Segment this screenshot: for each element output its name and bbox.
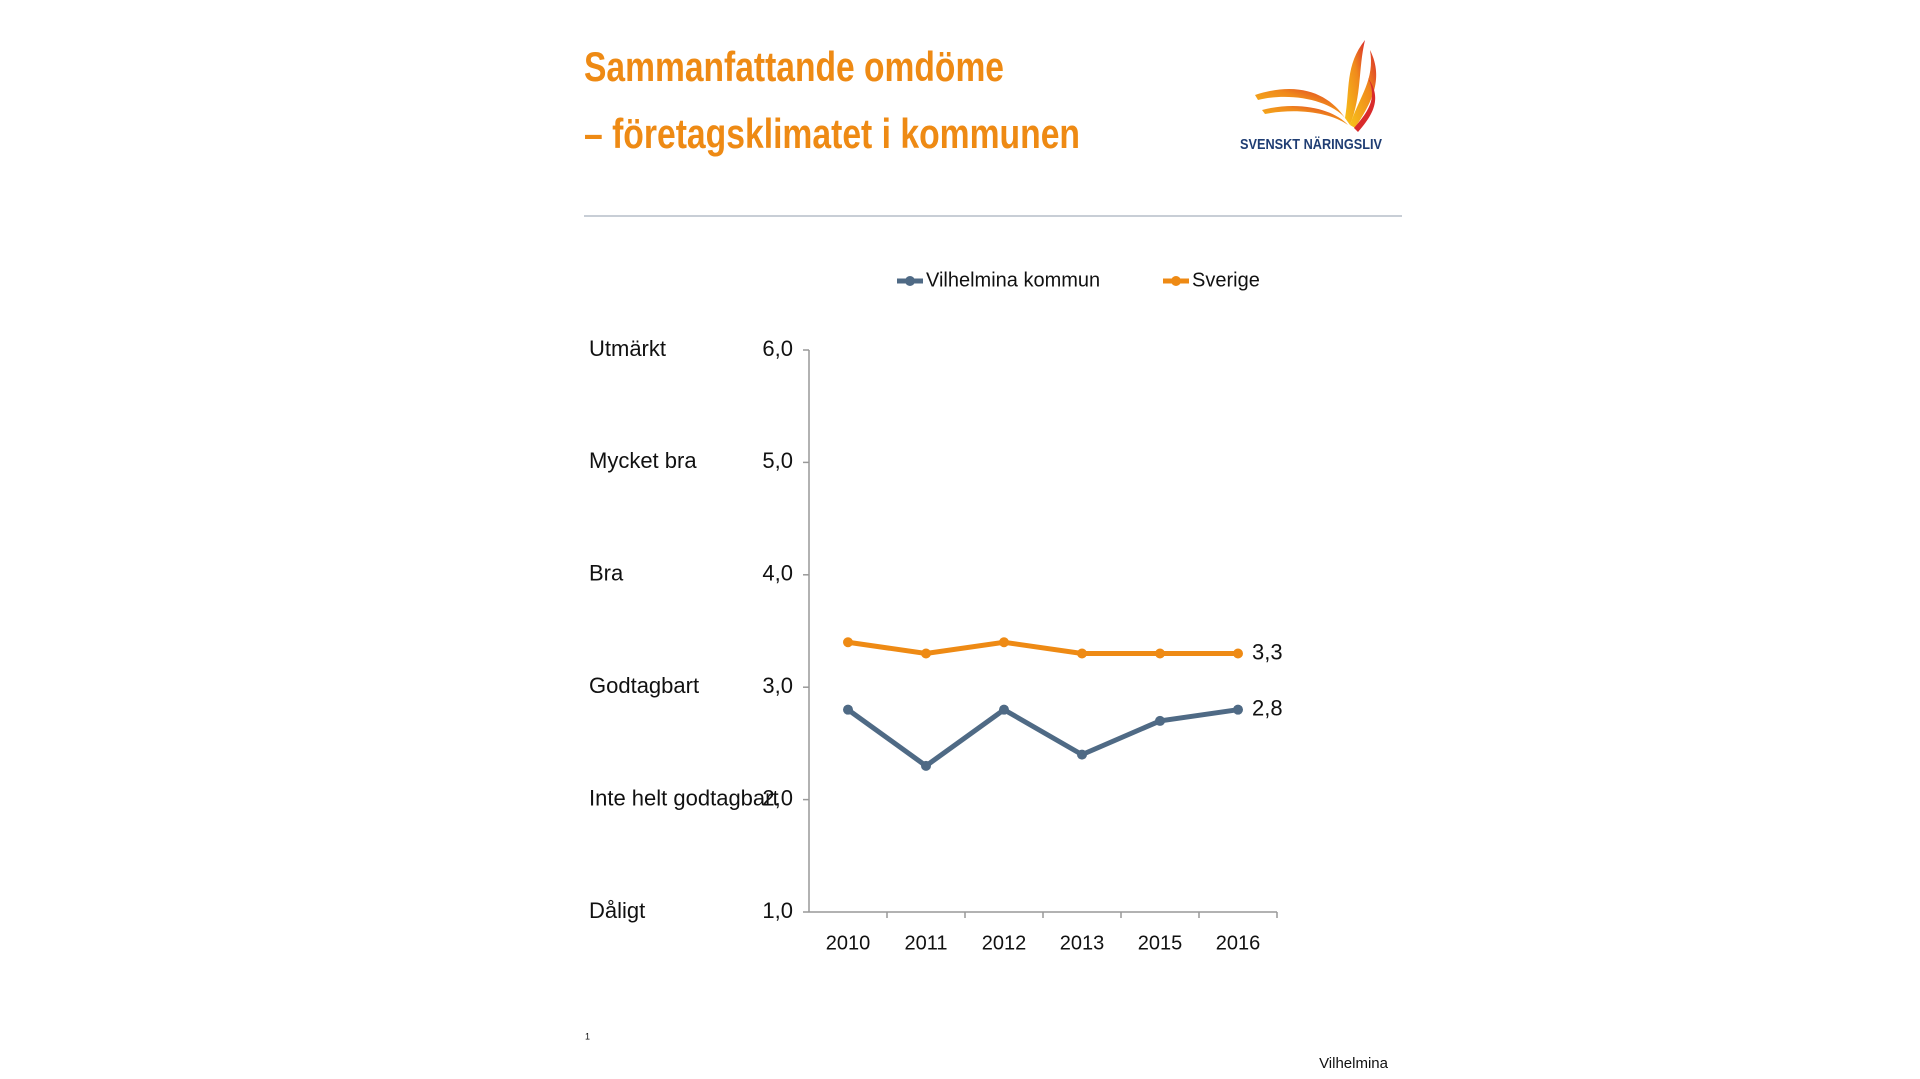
x-tick-label: 2016 bbox=[1216, 932, 1261, 954]
y-tick-label: 1,0 bbox=[762, 898, 793, 923]
y-tick-label: 3,0 bbox=[762, 673, 793, 698]
legend-label: Sverige bbox=[1192, 269, 1260, 291]
x-tick-label: 2012 bbox=[982, 932, 1027, 954]
logo-text: SVENSKT NÄRINGSLIV bbox=[1240, 136, 1382, 153]
point bbox=[1155, 715, 1165, 726]
y-tick-label: 6,0 bbox=[762, 336, 793, 361]
x-tick-label: 2013 bbox=[1060, 932, 1105, 954]
point bbox=[921, 760, 931, 771]
point bbox=[999, 637, 1009, 648]
series-line bbox=[847, 639, 1238, 657]
y-tick-label: 5,0 bbox=[762, 448, 793, 473]
footer: Vilhelmina bbox=[1319, 1055, 1389, 1072]
rating-label: Mycket bra bbox=[589, 448, 697, 473]
x-tick-label: 2011 bbox=[904, 932, 947, 954]
title-line: Sammanfattande omdöme bbox=[584, 43, 1004, 90]
rating-label: Bra bbox=[589, 561, 624, 586]
legend-marker bbox=[905, 276, 915, 286]
point bbox=[1077, 749, 1087, 760]
rating-label: Godtagbart bbox=[589, 673, 699, 698]
point bbox=[1155, 648, 1165, 659]
value-label: 3,3 bbox=[1252, 639, 1283, 664]
point bbox=[1233, 704, 1243, 715]
legend-label: Vilhelmina kommun bbox=[926, 269, 1100, 291]
footnote: 1 bbox=[585, 1031, 590, 1041]
value-label: 2,8 bbox=[1252, 695, 1283, 720]
rating-label: Inte helt godtagbart bbox=[589, 785, 779, 810]
point bbox=[921, 648, 931, 659]
point bbox=[999, 704, 1009, 715]
x-tick-label: 2015 bbox=[1138, 932, 1183, 954]
point bbox=[843, 637, 853, 648]
rating-label: Dåligt bbox=[589, 898, 645, 923]
y-tick-label: 4,0 bbox=[762, 561, 793, 586]
rating-label: Utmärkt bbox=[589, 336, 666, 361]
legend-marker bbox=[1171, 276, 1181, 286]
point bbox=[1077, 648, 1087, 659]
point bbox=[1233, 648, 1243, 659]
series-line bbox=[846, 706, 1239, 769]
x-tick-label: 2010 bbox=[826, 932, 871, 954]
title-line: – företagsklimatet i kommunen bbox=[584, 110, 1080, 157]
point bbox=[843, 704, 853, 715]
y-tick-label: 2,0 bbox=[762, 785, 793, 810]
logo: SVENSKT NÄRINGSLIV bbox=[1240, 40, 1382, 153]
